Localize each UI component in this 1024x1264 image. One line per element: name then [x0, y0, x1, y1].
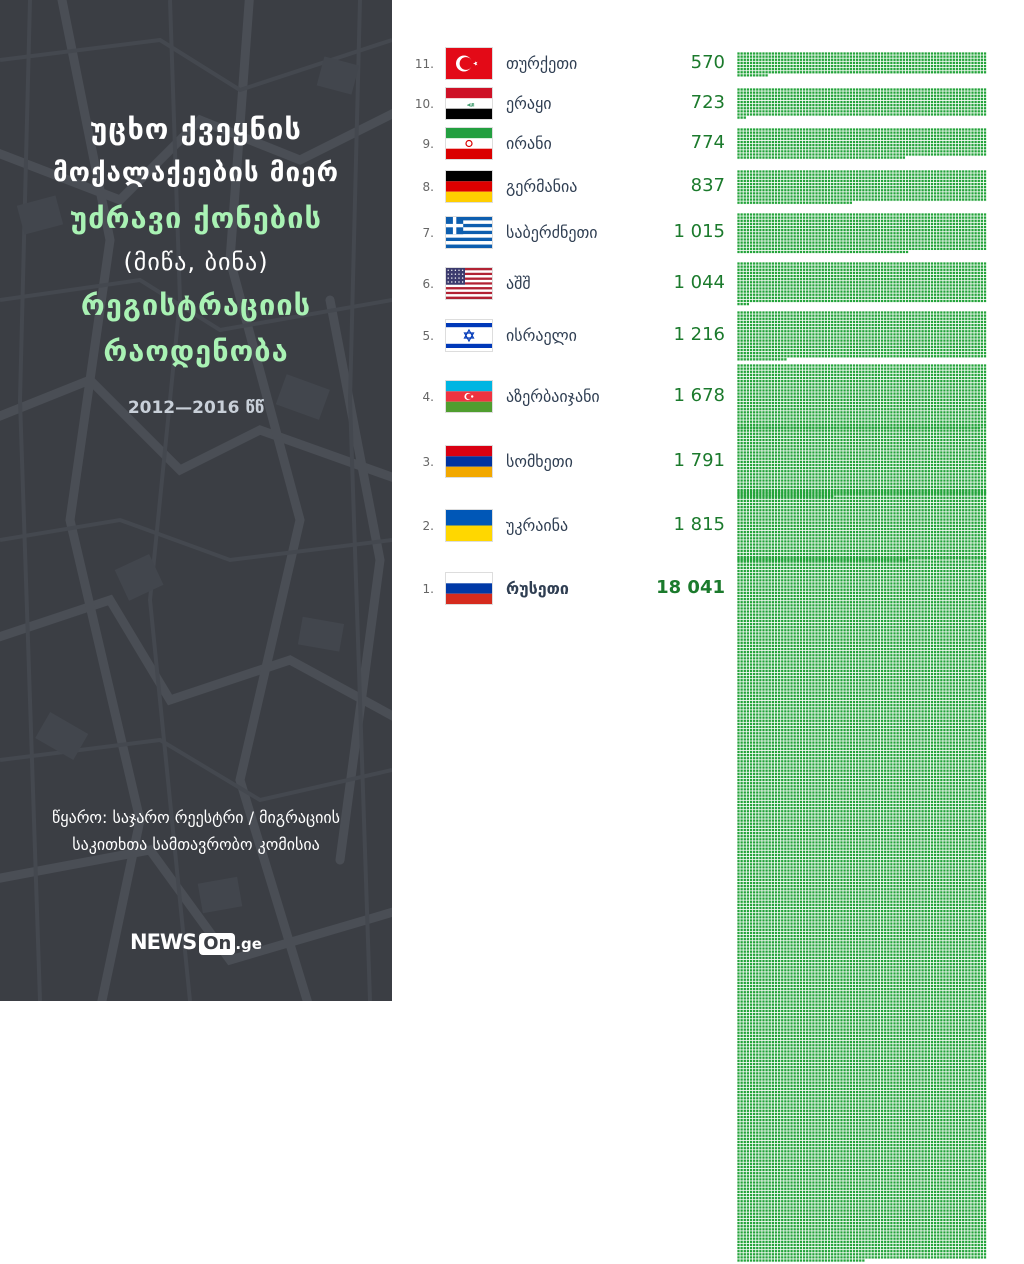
- rank-label: 5.: [422, 328, 434, 343]
- country-label: აშშ: [506, 273, 531, 293]
- bar-squares: [737, 490, 987, 562]
- title-line-6: რაოდენობა: [103, 334, 289, 368]
- bar-squares: [737, 128, 987, 160]
- value-label: 1 216: [673, 323, 725, 345]
- bar-squares: [737, 88, 987, 120]
- value-label: 1 815: [673, 513, 725, 535]
- title-line-3: უძრავი ქონების: [70, 201, 322, 235]
- value-label: 570: [690, 52, 725, 74]
- value-label: 837: [690, 175, 725, 197]
- street-map-background: [0, 0, 392, 1001]
- source-line-1: წყარო: საჯარო რეესტრი / მიგრაციის: [52, 808, 340, 827]
- russia-flag: [445, 572, 493, 605]
- country-label: გერმანია: [506, 177, 578, 197]
- bar-squares: [737, 426, 987, 498]
- bar-squares: [737, 364, 987, 430]
- country-label: ისრაელი: [506, 325, 577, 345]
- rank-label: 10.: [414, 96, 434, 111]
- source-line-2: საკითხთა სამთავრობო კომისია: [72, 835, 320, 854]
- title-panel: უცხო ქვეყნის მოქალაქეების მიერ უძრავი ქო…: [0, 0, 392, 1001]
- ukraine-flag: [445, 508, 493, 542]
- turkey-flag: [445, 47, 493, 81]
- bar-squares: [737, 52, 987, 77]
- rank-label: 1.: [422, 582, 434, 596]
- bar-squares: [737, 262, 987, 306]
- logo-on: On: [199, 933, 236, 955]
- country-label: საბერძნეთი: [506, 223, 598, 243]
- bar-squares: [737, 311, 987, 361]
- germany-flag: [445, 170, 493, 204]
- israel-flag: [445, 318, 493, 352]
- value-label: 1 791: [673, 449, 725, 471]
- value-label: 1 678: [673, 384, 725, 406]
- rank-label: 3.: [422, 454, 434, 469]
- rank-label: 7.: [422, 226, 434, 241]
- title-line-4: (მიწა, ბინა): [123, 248, 269, 276]
- country-label: აზერბაიჯანი: [506, 386, 600, 406]
- rank-label: 11.: [414, 57, 434, 72]
- title-line-1: უცხო ქვეყნის: [90, 112, 302, 146]
- bar-squares: [737, 213, 987, 254]
- azerbaijan-flag: [445, 379, 493, 413]
- svg-text:ﷲ: ﷲ: [467, 101, 474, 108]
- title-line-2: მოქალაქეების მიერ: [52, 158, 339, 188]
- value-label: 723: [690, 91, 725, 113]
- rank-label: 8.: [422, 180, 434, 195]
- title-line-5: რეგისტრაციის: [80, 288, 312, 322]
- country-label: თურქეთი: [506, 54, 578, 74]
- value-label: 774: [690, 131, 725, 153]
- logo-news: NEWS: [130, 930, 197, 954]
- title-years: 2012—2016 წწ: [127, 398, 265, 418]
- greece-flag: [445, 216, 493, 250]
- bar-squares: [737, 170, 987, 205]
- country-label: ერაყი: [506, 93, 552, 113]
- value-label: 18 041: [656, 577, 725, 598]
- rank-label: 9.: [422, 136, 434, 151]
- country-label: ირანი: [506, 133, 552, 153]
- country-label: რუსეთი: [506, 579, 569, 598]
- country-label: სომხეთი: [506, 451, 573, 471]
- usa-flag: [445, 266, 493, 300]
- chart-area: 11. თურქეთი 570 10. ﷲ ერაყი 723 9. ირანი 774 8. გერ…: [392, 0, 1024, 1263]
- rank-label: 4.: [422, 389, 434, 404]
- rank-label: 6.: [422, 276, 434, 291]
- iran-flag: [445, 126, 493, 160]
- iraq-flag: ﷲ: [445, 86, 493, 120]
- country-label: უკრაინა: [506, 515, 569, 535]
- value-label: 1 044: [673, 271, 725, 293]
- logo-ge: .ge: [235, 935, 262, 953]
- armenia-flag: [445, 444, 493, 478]
- bar-squares: [737, 557, 987, 1263]
- rank-label: 2.: [422, 518, 434, 533]
- newson-logo: NEWS On .ge: [130, 930, 262, 956]
- value-label: 1 015: [673, 221, 725, 243]
